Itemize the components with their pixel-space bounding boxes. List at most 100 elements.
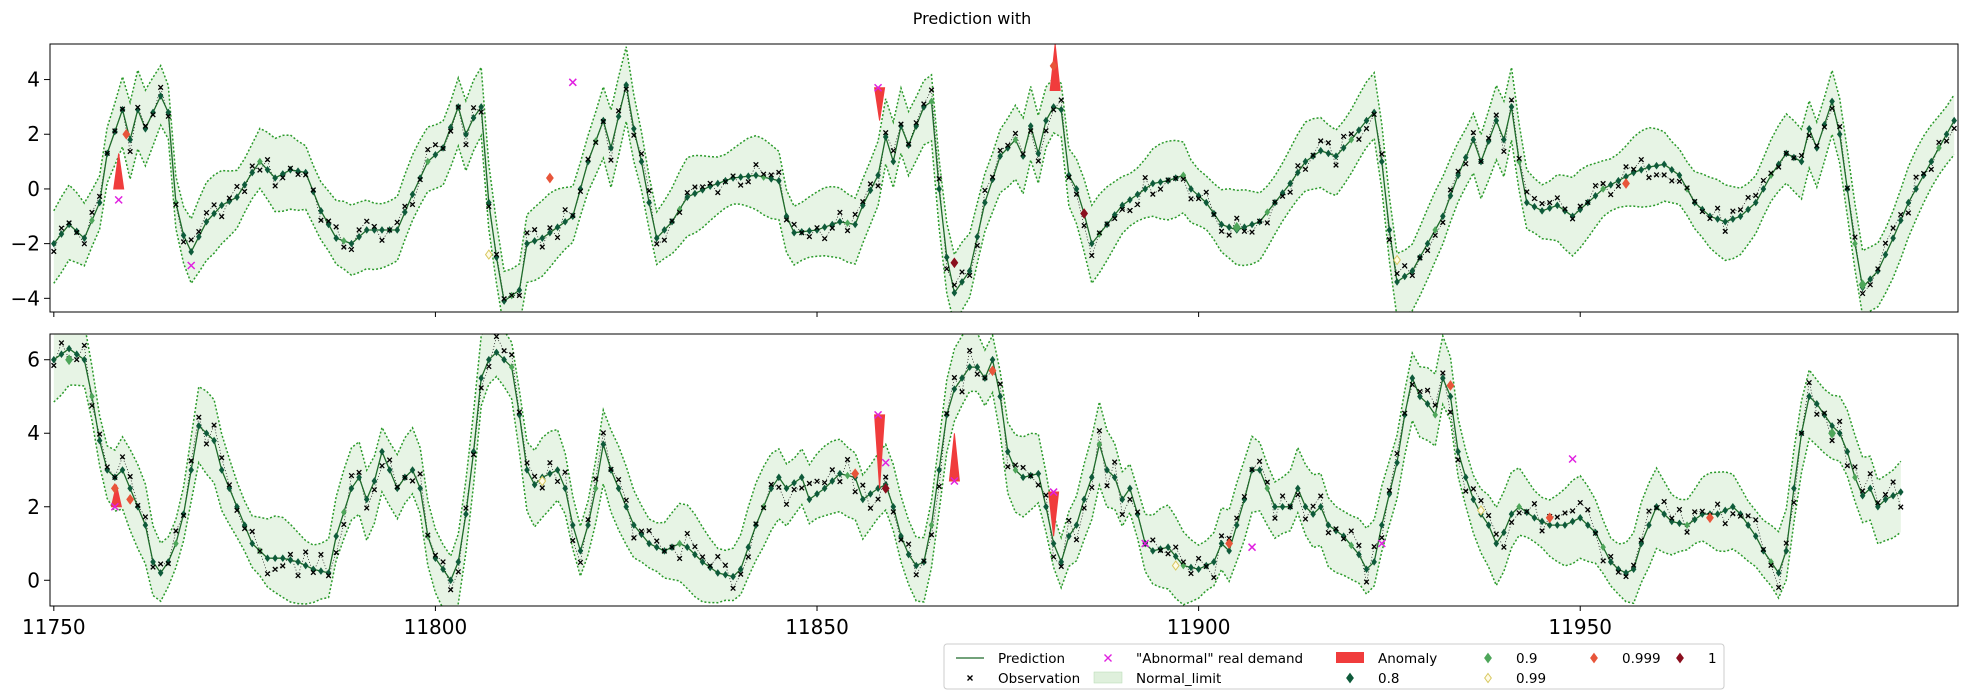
observation-marker — [1218, 533, 1225, 539]
observation-marker — [921, 101, 927, 107]
observation-marker — [264, 571, 271, 577]
severity-marker-1 — [1080, 208, 1089, 219]
severity-marker-0.999 — [988, 365, 997, 377]
bottom-panel: 0 2 4 6 — [27, 333, 1959, 611]
prediction-marker — [1440, 374, 1446, 382]
prediction-marker — [447, 576, 454, 585]
prediction-marker — [1134, 510, 1141, 518]
observation-marker — [997, 147, 1003, 154]
observation-marker — [730, 173, 736, 179]
prediction-marker — [1295, 484, 1301, 493]
prediction-marker — [58, 350, 65, 359]
prediction-marker — [447, 123, 454, 132]
prediction-marker — [241, 181, 248, 189]
prediction-marker — [753, 171, 759, 180]
observation-marker — [1508, 97, 1515, 103]
observation-marker — [1646, 174, 1652, 181]
prediction-marker — [974, 363, 981, 371]
prediction-marker — [463, 510, 469, 518]
severity-marker-0.99 — [1171, 560, 1180, 571]
prediction-marker — [386, 466, 393, 474]
observation-marker — [1379, 151, 1385, 157]
prediction-marker — [1867, 275, 1874, 283]
observation-marker — [1012, 462, 1019, 468]
observation-marker — [318, 217, 324, 224]
prediction-marker — [234, 193, 240, 201]
prediction-marker — [295, 558, 301, 566]
observation-marker — [524, 230, 530, 236]
anomaly-mark — [948, 433, 960, 482]
observation-marker — [1447, 409, 1454, 415]
prediction-marker — [1203, 198, 1210, 207]
observation-marker — [432, 141, 439, 148]
prediction-marker — [379, 226, 385, 234]
observation-marker — [1699, 508, 1706, 515]
observation-marker — [821, 235, 828, 242]
prediction-marker — [1005, 447, 1011, 456]
prediction-marker — [821, 484, 828, 493]
observation-marker — [112, 474, 118, 481]
prediction-marker — [1447, 191, 1454, 200]
observation-marker — [180, 512, 187, 519]
observation-marker — [127, 148, 133, 155]
prediction-marker — [791, 228, 797, 237]
severity-marker-0.999 — [1446, 380, 1455, 391]
prediction-marker — [1699, 205, 1706, 214]
observation-marker — [1951, 125, 1957, 132]
lower-limit-line — [53, 375, 1902, 606]
observation-marker — [936, 175, 942, 182]
prediction-marker — [1417, 392, 1423, 401]
prediction-marker — [493, 348, 500, 357]
observation-marker — [951, 374, 958, 381]
observation-marker — [1546, 199, 1553, 206]
prediction-marker — [1814, 144, 1820, 152]
observation-marker — [295, 171, 301, 178]
observation-marker — [1356, 136, 1362, 143]
observation-marker — [333, 549, 339, 556]
observation-marker — [1607, 191, 1614, 198]
abnormal-demand-marker — [568, 78, 577, 87]
prediction-marker — [844, 219, 851, 227]
observation-marker — [440, 145, 446, 152]
prediction-marker — [1768, 171, 1774, 180]
legend-item: 0.8 — [1346, 671, 1399, 687]
prediction-marker — [66, 220, 72, 229]
prediction-marker — [722, 570, 729, 579]
observation-marker — [1531, 195, 1538, 202]
observation-marker — [1264, 479, 1271, 485]
observation-marker — [814, 478, 820, 485]
observation-marker — [1165, 177, 1171, 183]
prediction-marker — [1730, 215, 1736, 223]
prediction-marker — [951, 385, 958, 393]
prediction-marker — [638, 157, 645, 166]
observation-marker — [363, 218, 370, 225]
observation-marker — [1104, 221, 1110, 227]
observation-marker — [180, 239, 187, 245]
observation-marker — [249, 528, 256, 535]
observation-marker — [1134, 509, 1141, 515]
observation-marker — [608, 157, 614, 163]
observation-marker — [699, 184, 706, 190]
observation-marker — [1287, 189, 1293, 195]
observation-markers — [51, 84, 1957, 302]
prediction-marker — [1691, 515, 1698, 524]
observation-marker — [1211, 574, 1217, 581]
prediction-marker — [1470, 135, 1477, 144]
observation-marker — [1234, 215, 1240, 221]
abnormal-demand-marker — [1049, 488, 1058, 497]
observation-marker — [1455, 457, 1461, 463]
observation-marker — [1157, 186, 1164, 192]
prediction-marker — [302, 561, 309, 570]
prediction-marker — [1707, 212, 1713, 221]
prediction-marker — [1188, 185, 1194, 193]
observation-marker — [1111, 459, 1118, 465]
observation-marker — [1836, 123, 1843, 130]
prediction-marker — [1226, 547, 1232, 555]
prediction-marker — [371, 477, 378, 485]
observation-marker — [1569, 216, 1576, 222]
legend-item: "Abnormal" real demand — [1104, 651, 1303, 667]
observation-marker — [104, 150, 110, 157]
observation-marker — [1653, 505, 1660, 511]
prediction-marker — [127, 484, 133, 493]
prediction-marker — [577, 547, 584, 555]
